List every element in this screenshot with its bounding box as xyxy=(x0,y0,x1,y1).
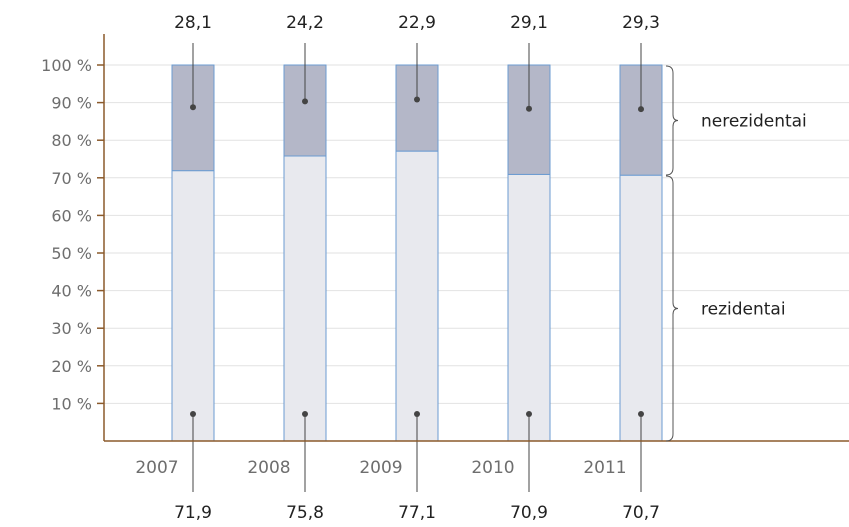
y-tick-label: 60 % xyxy=(51,206,92,225)
data-label-rezidentai: 75,8 xyxy=(286,503,324,523)
callout-dot-bottom xyxy=(638,411,644,417)
y-tick-label: 20 % xyxy=(51,357,92,376)
callout-dot-bottom xyxy=(414,411,420,417)
callout-dot-top xyxy=(526,105,532,112)
data-label-nerezidentai: 24,2 xyxy=(286,13,324,33)
data-label-rezidentai: 70,7 xyxy=(622,503,660,523)
y-tick-label: 80 % xyxy=(51,131,92,150)
bar-rezidentai xyxy=(507,173,551,442)
data-label-nerezidentai: 29,3 xyxy=(622,13,660,33)
x-category-label: 2008 xyxy=(247,458,290,478)
callout-dot-bottom xyxy=(302,411,308,417)
data-label-rezidentai: 77,1 xyxy=(398,503,436,523)
segment-label-rezidentai: rezidentai xyxy=(701,300,786,320)
segment-label-nerezidentai: nerezidentai xyxy=(701,112,807,132)
x-category-label: 2007 xyxy=(135,458,178,478)
data-label-rezidentai: 70,9 xyxy=(510,503,548,523)
callout-dot-top xyxy=(638,106,644,113)
bar-rezidentai xyxy=(171,170,215,442)
x-category-label: 2010 xyxy=(471,458,514,478)
data-label-nerezidentai: 29,1 xyxy=(510,13,548,33)
y-tick-label: 40 % xyxy=(51,282,92,301)
bar-rezidentai xyxy=(283,155,327,442)
bracket xyxy=(665,65,679,176)
bar-rezidentai xyxy=(619,174,663,442)
data-label-nerezidentai: 22,9 xyxy=(398,13,436,33)
y-tick-label: 30 % xyxy=(51,319,92,338)
y-tick-label: 100 % xyxy=(41,56,92,75)
callout-dot-bottom xyxy=(526,411,532,417)
bar-rezidentai xyxy=(395,150,439,442)
callout-dot-top xyxy=(190,104,196,111)
callout-dot-top xyxy=(302,98,308,105)
value-callouts: 28,1 71,9 24,2 75,8 22,9 77,1 29,1 70,9 29,3 70,7 xyxy=(174,13,660,523)
y-tick-label: 70 % xyxy=(51,169,92,188)
data-label-rezidentai: 71,9 xyxy=(174,503,212,523)
callout-dot-bottom xyxy=(190,411,196,417)
gridlines xyxy=(104,64,849,404)
y-tick-label: 10 % xyxy=(51,394,92,413)
x-category-label: 2011 xyxy=(583,458,626,478)
data-label-nerezidentai: 28,1 xyxy=(174,13,212,33)
callout-dot-top xyxy=(414,96,420,103)
segment-brackets: nerezidentai rezidentai xyxy=(665,65,807,442)
axes: 10 % 20 % 30 % 40 % 50 % 60 % 70 % 80 % 90 % 100 … xyxy=(41,34,849,478)
y-tick-label: 50 % xyxy=(51,244,92,263)
y-tick-label: 90 % xyxy=(51,94,92,113)
bracket xyxy=(665,175,679,442)
x-category-label: 2009 xyxy=(359,458,402,478)
